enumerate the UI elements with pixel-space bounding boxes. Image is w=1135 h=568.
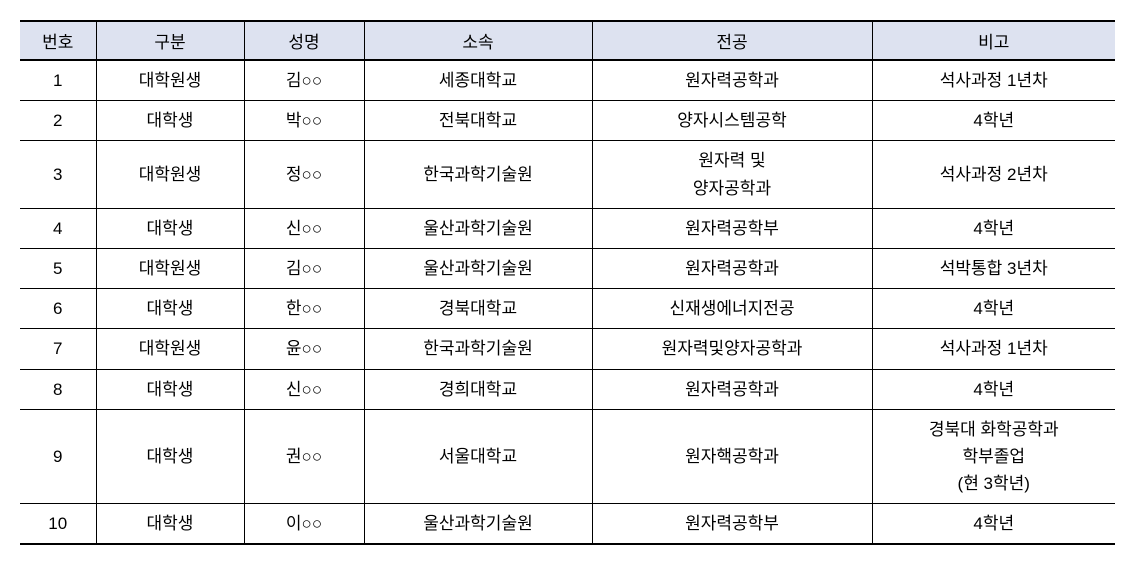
cell-num: 8 bbox=[20, 369, 96, 409]
cell-major: 원자력공학부 bbox=[592, 208, 872, 248]
cell-org: 울산과학기술원 bbox=[364, 504, 592, 545]
cell-type: 대학생 bbox=[96, 101, 244, 141]
cell-num: 3 bbox=[20, 141, 96, 208]
cell-type: 대학원생 bbox=[96, 141, 244, 208]
cell-name: 신○○ bbox=[244, 208, 364, 248]
cell-major: 원자력공학부 bbox=[592, 504, 872, 545]
cell-org: 한국과학기술원 bbox=[364, 329, 592, 369]
cell-type: 대학원생 bbox=[96, 248, 244, 288]
table-row: 4대학생신○○울산과학기술원원자력공학부4학년 bbox=[20, 208, 1115, 248]
header-org: 소속 bbox=[364, 21, 592, 60]
header-note: 비고 bbox=[872, 21, 1115, 60]
cell-major: 원자력공학과 bbox=[592, 369, 872, 409]
cell-major: 원자력 및양자공학과 bbox=[592, 141, 872, 208]
cell-org: 울산과학기술원 bbox=[364, 208, 592, 248]
cell-num: 1 bbox=[20, 60, 96, 101]
cell-num: 9 bbox=[20, 409, 96, 504]
header-num: 번호 bbox=[20, 21, 96, 60]
cell-major: 원자력공학과 bbox=[592, 60, 872, 101]
cell-name: 박○○ bbox=[244, 101, 364, 141]
cell-note: 4학년 bbox=[872, 101, 1115, 141]
cell-major: 원자핵공학과 bbox=[592, 409, 872, 504]
table-row: 8대학생신○○경희대학교원자력공학과4학년 bbox=[20, 369, 1115, 409]
cell-note: 석사과정 1년차 bbox=[872, 60, 1115, 101]
cell-note: 4학년 bbox=[872, 369, 1115, 409]
cell-org: 울산과학기술원 bbox=[364, 248, 592, 288]
cell-name: 김○○ bbox=[244, 60, 364, 101]
student-table: 번호 구분 성명 소속 전공 비고 1대학원생김○○세종대학교원자력공학과석사과… bbox=[20, 20, 1115, 545]
cell-name: 윤○○ bbox=[244, 329, 364, 369]
cell-note: 경북대 화학공학과학부졸업(현 3학년) bbox=[872, 409, 1115, 504]
cell-major: 신재생에너지전공 bbox=[592, 289, 872, 329]
table-row: 1대학원생김○○세종대학교원자력공학과석사과정 1년차 bbox=[20, 60, 1115, 101]
table-row: 5대학원생김○○울산과학기술원원자력공학과석박통합 3년차 bbox=[20, 248, 1115, 288]
table-body: 1대학원생김○○세종대학교원자력공학과석사과정 1년차2대학생박○○전북대학교양… bbox=[20, 60, 1115, 544]
cell-num: 2 bbox=[20, 101, 96, 141]
cell-num: 7 bbox=[20, 329, 96, 369]
cell-note: 석사과정 1년차 bbox=[872, 329, 1115, 369]
cell-type: 대학생 bbox=[96, 208, 244, 248]
header-major: 전공 bbox=[592, 21, 872, 60]
cell-note: 4학년 bbox=[872, 208, 1115, 248]
cell-num: 5 bbox=[20, 248, 96, 288]
cell-num: 4 bbox=[20, 208, 96, 248]
cell-note: 석박통합 3년차 bbox=[872, 248, 1115, 288]
cell-name: 신○○ bbox=[244, 369, 364, 409]
cell-org: 서울대학교 bbox=[364, 409, 592, 504]
header-name: 성명 bbox=[244, 21, 364, 60]
cell-type: 대학생 bbox=[96, 504, 244, 545]
table-row: 3대학원생정○○한국과학기술원원자력 및양자공학과석사과정 2년차 bbox=[20, 141, 1115, 208]
cell-type: 대학생 bbox=[96, 369, 244, 409]
cell-major: 원자력공학과 bbox=[592, 248, 872, 288]
cell-major: 원자력및양자공학과 bbox=[592, 329, 872, 369]
cell-org: 한국과학기술원 bbox=[364, 141, 592, 208]
cell-type: 대학생 bbox=[96, 289, 244, 329]
cell-note: 석사과정 2년차 bbox=[872, 141, 1115, 208]
cell-type: 대학원생 bbox=[96, 329, 244, 369]
cell-org: 세종대학교 bbox=[364, 60, 592, 101]
cell-note: 4학년 bbox=[872, 289, 1115, 329]
table-row: 6대학생한○○경북대학교신재생에너지전공4학년 bbox=[20, 289, 1115, 329]
cell-name: 김○○ bbox=[244, 248, 364, 288]
table-row: 9대학생권○○서울대학교원자핵공학과경북대 화학공학과학부졸업(현 3학년) bbox=[20, 409, 1115, 504]
header-row: 번호 구분 성명 소속 전공 비고 bbox=[20, 21, 1115, 60]
cell-org: 경희대학교 bbox=[364, 369, 592, 409]
cell-major: 양자시스템공학 bbox=[592, 101, 872, 141]
cell-org: 전북대학교 bbox=[364, 101, 592, 141]
cell-name: 정○○ bbox=[244, 141, 364, 208]
cell-num: 6 bbox=[20, 289, 96, 329]
cell-note: 4학년 bbox=[872, 504, 1115, 545]
table-row: 2대학생박○○전북대학교양자시스템공학4학년 bbox=[20, 101, 1115, 141]
table-row: 7대학원생윤○○한국과학기술원원자력및양자공학과석사과정 1년차 bbox=[20, 329, 1115, 369]
header-type: 구분 bbox=[96, 21, 244, 60]
table-header: 번호 구분 성명 소속 전공 비고 bbox=[20, 21, 1115, 60]
table-container: 번호 구분 성명 소속 전공 비고 1대학원생김○○세종대학교원자력공학과석사과… bbox=[20, 20, 1115, 545]
table-row: 10대학생이○○울산과학기술원원자력공학부4학년 bbox=[20, 504, 1115, 545]
cell-num: 10 bbox=[20, 504, 96, 545]
cell-type: 대학생 bbox=[96, 409, 244, 504]
cell-name: 권○○ bbox=[244, 409, 364, 504]
cell-name: 이○○ bbox=[244, 504, 364, 545]
cell-org: 경북대학교 bbox=[364, 289, 592, 329]
cell-name: 한○○ bbox=[244, 289, 364, 329]
cell-type: 대학원생 bbox=[96, 60, 244, 101]
